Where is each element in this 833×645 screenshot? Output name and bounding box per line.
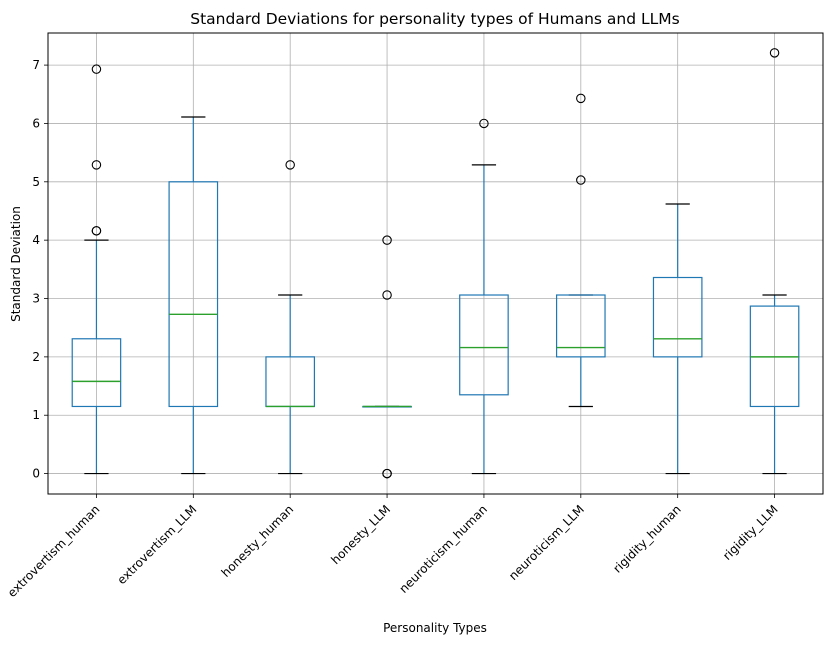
box-iqr (652, 276, 703, 358)
outlier-point (91, 226, 102, 236)
outlier-point (479, 118, 489, 129)
box-extrovertism_human (71, 64, 122, 475)
box-rigidity_LLM (749, 48, 800, 475)
box-extrovertism_LLM (168, 116, 219, 475)
y-axis-label: Standard Deviation (9, 206, 23, 322)
x-tick-label: honesty_human (219, 502, 297, 580)
y-axis: 0 1 2 3 4 5 6 7 (32, 58, 48, 481)
x-tick-label: neuroticism_human (396, 502, 490, 596)
x-tick-label: rigidity_LLM (720, 502, 781, 563)
box-iqr (555, 294, 606, 358)
outlier-point (382, 468, 392, 479)
y-tick-label: 1 (32, 408, 40, 422)
outlier-point (769, 48, 780, 58)
outlier-point (576, 175, 586, 185)
outlier-point (91, 160, 102, 170)
chart-title: Standard Deviations for personality type… (190, 10, 679, 28)
box-iqr (71, 338, 122, 408)
box-iqr (459, 294, 509, 396)
x-tick-label: extrovertism_LLM (114, 502, 199, 587)
y-tick-label: 4 (32, 233, 40, 247)
outlier-point (382, 235, 392, 245)
box-rigidity_human (652, 203, 703, 475)
grid (48, 33, 823, 494)
outlier-point (285, 160, 295, 170)
box-honesty_human (265, 160, 316, 475)
plot-frame (47, 32, 824, 495)
box-neuroticism_LLM (555, 93, 606, 408)
y-tick-label: 5 (32, 175, 40, 189)
y-tick-label: 7 (32, 58, 40, 72)
box-neuroticism_human (459, 118, 509, 475)
plot-area (71, 48, 800, 479)
outlier-point (576, 93, 586, 104)
x-tick-label: honesty_LLM (328, 502, 393, 567)
x-axis-label: Personality Types (383, 621, 487, 635)
outlier-point (91, 64, 102, 74)
outlier-point (382, 290, 392, 300)
x-axis: extrovertism_human extrovertism_LLM honest… (5, 494, 781, 600)
box-iqr (168, 181, 219, 408)
y-tick-label: 3 (32, 292, 40, 306)
x-tick-label: rigidity_human (610, 502, 683, 575)
y-tick-label: 0 (32, 467, 40, 481)
box-honesty_LLM (362, 235, 412, 479)
x-tick-label: neuroticism_LLM (506, 502, 587, 583)
x-tick-label: extrovertism_human (5, 502, 103, 600)
y-tick-label: 6 (32, 116, 40, 130)
y-tick-label: 2 (32, 350, 40, 364)
